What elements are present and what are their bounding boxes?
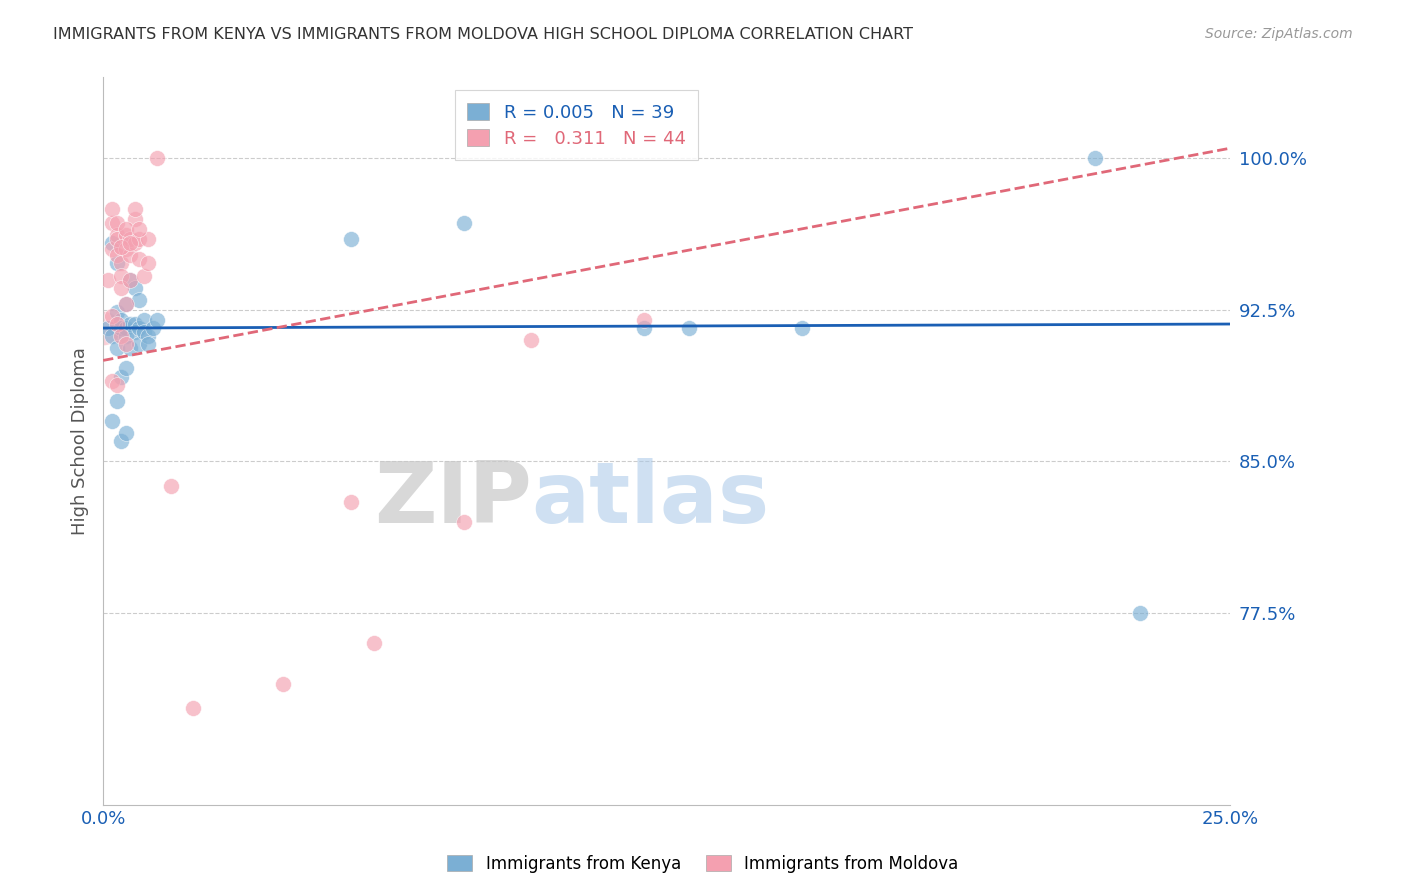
Point — [110, 280, 132, 294]
Point — [114, 222, 136, 236]
Point — [101, 309, 124, 323]
Point — [790, 321, 813, 335]
Point — [114, 361, 136, 376]
Point — [340, 495, 363, 509]
Point — [110, 329, 132, 343]
Point — [101, 414, 124, 428]
Point — [91, 321, 114, 335]
Legend: Immigrants from Kenya, Immigrants from Moldova: Immigrants from Kenya, Immigrants from M… — [440, 848, 966, 880]
Point — [453, 515, 475, 529]
Point — [105, 248, 128, 262]
Point — [136, 232, 159, 246]
Point — [273, 677, 295, 691]
Point — [101, 236, 124, 251]
Point — [101, 329, 124, 343]
Point — [633, 321, 655, 335]
Point — [114, 228, 136, 243]
Point — [363, 636, 385, 650]
Point — [97, 272, 120, 286]
Point — [120, 341, 142, 355]
Point — [101, 216, 124, 230]
Point — [110, 434, 132, 449]
Point — [114, 329, 136, 343]
Point — [97, 321, 120, 335]
Point — [181, 701, 204, 715]
Text: Source: ZipAtlas.com: Source: ZipAtlas.com — [1205, 27, 1353, 41]
Point — [124, 202, 146, 216]
Point — [128, 222, 150, 236]
Point — [120, 317, 142, 331]
Point — [114, 297, 136, 311]
Point — [124, 325, 146, 339]
Point — [124, 317, 146, 331]
Point — [110, 369, 132, 384]
Point — [136, 337, 159, 351]
Point — [105, 216, 128, 230]
Point — [128, 252, 150, 267]
Point — [120, 236, 142, 251]
Point — [146, 313, 169, 327]
Point — [105, 317, 128, 331]
Point — [136, 329, 159, 343]
Point — [136, 256, 159, 270]
Point — [101, 374, 124, 388]
Point — [110, 313, 132, 327]
Point — [120, 272, 142, 286]
Point — [633, 313, 655, 327]
Point — [1084, 151, 1107, 165]
Point — [128, 321, 150, 335]
Legend: R = 0.005   N = 39, R =   0.311   N = 44: R = 0.005 N = 39, R = 0.311 N = 44 — [456, 90, 699, 161]
Point — [114, 321, 136, 335]
Point — [1129, 606, 1152, 620]
Point — [124, 280, 146, 294]
Text: ZIP: ZIP — [374, 458, 531, 541]
Point — [520, 333, 543, 347]
Point — [114, 337, 136, 351]
Point — [159, 479, 181, 493]
Point — [120, 232, 142, 246]
Point — [340, 232, 363, 246]
Point — [128, 232, 150, 246]
Point — [101, 202, 124, 216]
Point — [132, 268, 155, 283]
Point — [110, 240, 132, 254]
Point — [146, 151, 169, 165]
Point — [110, 256, 132, 270]
Point — [110, 321, 132, 335]
Point — [114, 297, 136, 311]
Point — [132, 313, 155, 327]
Point — [105, 377, 128, 392]
Point — [105, 341, 128, 355]
Point — [114, 242, 136, 256]
Point — [120, 248, 142, 262]
Point — [114, 426, 136, 441]
Point — [110, 268, 132, 283]
Text: atlas: atlas — [531, 458, 769, 541]
Point — [128, 293, 150, 307]
Point — [132, 325, 155, 339]
Point — [678, 321, 700, 335]
Point — [124, 211, 146, 226]
Point — [120, 272, 142, 286]
Point — [105, 393, 128, 408]
Text: IMMIGRANTS FROM KENYA VS IMMIGRANTS FROM MOLDOVA HIGH SCHOOL DIPLOMA CORRELATION: IMMIGRANTS FROM KENYA VS IMMIGRANTS FROM… — [53, 27, 914, 42]
Point — [128, 337, 150, 351]
Point — [142, 321, 165, 335]
Point — [124, 236, 146, 251]
Point — [105, 228, 128, 243]
Y-axis label: High School Diploma: High School Diploma — [72, 347, 89, 535]
Point — [105, 305, 128, 319]
Point — [453, 216, 475, 230]
Point — [105, 256, 128, 270]
Point — [105, 232, 128, 246]
Point — [101, 242, 124, 256]
